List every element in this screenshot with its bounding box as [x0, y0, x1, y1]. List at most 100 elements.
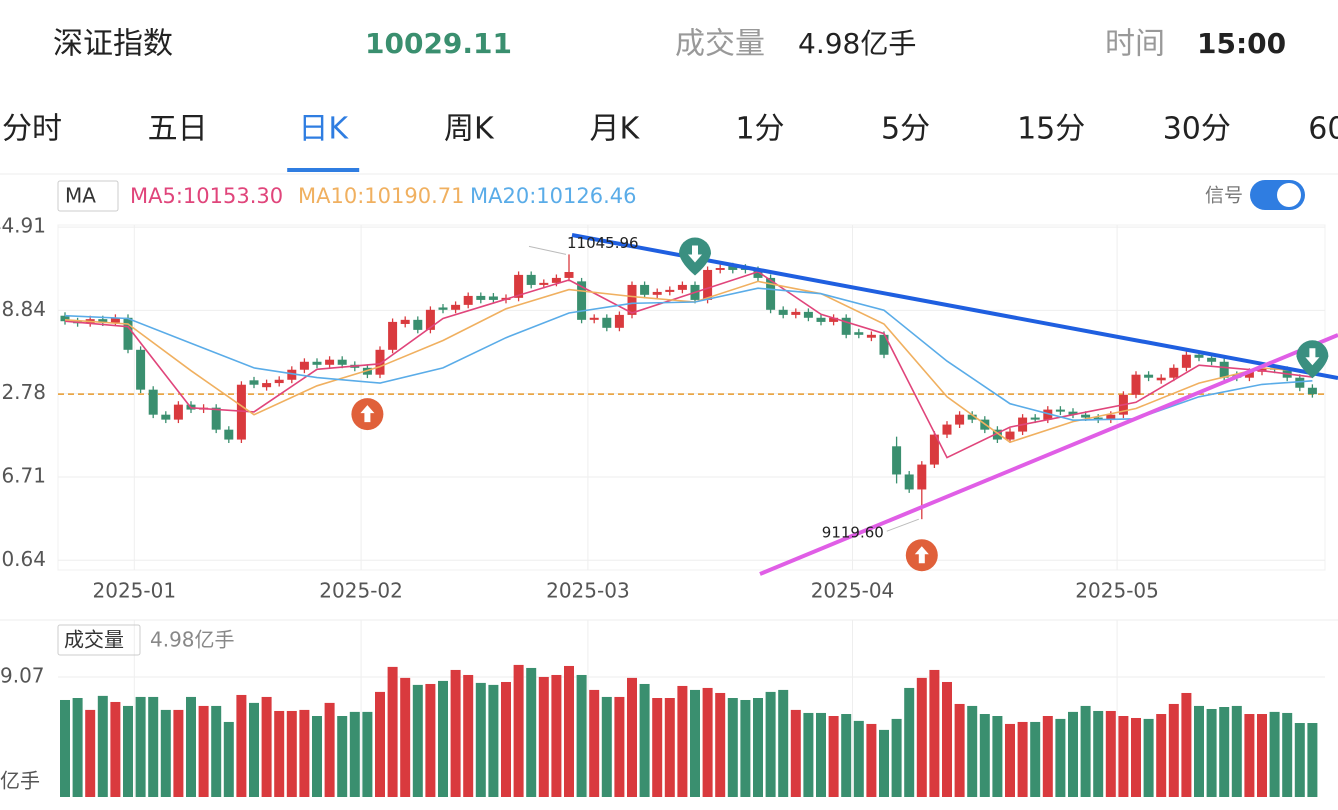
candle-body	[652, 291, 662, 295]
candle-body	[917, 464, 927, 490]
candle-body	[98, 319, 108, 323]
candle-body	[249, 380, 259, 385]
volume-bar	[1042, 716, 1053, 797]
volume-bar	[1219, 707, 1230, 797]
volume-bar	[614, 696, 625, 797]
y-tick-label: 10638.84	[0, 297, 46, 321]
candle-body	[161, 414, 171, 420]
volume-bar	[1257, 714, 1267, 797]
volume-bar	[488, 684, 499, 797]
y-tick-label: 10032.78	[0, 380, 46, 404]
candle-body	[312, 361, 322, 365]
candle-body	[514, 274, 524, 298]
volume-bar	[841, 714, 852, 797]
candle-body	[1081, 414, 1091, 418]
plot-area: 11244.91 10638.84 10032.78 9426.71 8820.64 20…	[0, 214, 1338, 797]
volume-bar	[1181, 692, 1192, 797]
candle-body	[60, 315, 70, 322]
candle-body	[488, 296, 498, 300]
candle-body	[526, 274, 536, 285]
candle-body	[299, 361, 309, 370]
candle-body	[173, 404, 183, 420]
candle-body	[967, 414, 977, 420]
tab[interactable]: 分时	[2, 112, 62, 147]
volume-subtitle: 4.98亿手	[150, 628, 235, 652]
tab[interactable]: 月K	[590, 112, 641, 147]
volume-bar	[362, 711, 373, 797]
candle-body	[1131, 374, 1141, 395]
legend-entry: MA5:10153.30	[130, 184, 283, 208]
volume-bar	[85, 709, 96, 797]
tab[interactable]: 60分	[1308, 112, 1338, 147]
volume-bar	[1068, 711, 1078, 797]
candle-body	[766, 277, 776, 310]
candle-body	[262, 383, 272, 388]
low-label: 9119.60	[822, 524, 884, 542]
tab[interactable]: 周K	[444, 112, 495, 147]
volume-bar	[929, 669, 940, 797]
volume-bar	[72, 698, 83, 797]
toggle-knob	[1277, 183, 1301, 207]
candle-body	[539, 282, 549, 285]
tab[interactable]: 1分	[735, 112, 784, 147]
volume-bar	[1131, 717, 1141, 797]
volume-bar	[1005, 723, 1015, 797]
volume-bar	[148, 696, 159, 797]
volume-bar	[400, 677, 411, 797]
candle-body	[1144, 374, 1154, 378]
candle-body	[866, 334, 876, 338]
plot-frame	[57, 224, 1326, 571]
volume-bar	[866, 723, 877, 797]
volume-bar	[274, 710, 285, 797]
candle-body	[236, 384, 246, 440]
volume-bar	[1080, 705, 1091, 797]
volume-bar	[1055, 718, 1066, 797]
tab[interactable]: 5分	[881, 112, 930, 147]
candle-body	[1068, 411, 1078, 415]
candle-body	[123, 317, 133, 350]
volume-bar	[1093, 710, 1104, 797]
tab[interactable]: 30分	[1163, 112, 1231, 147]
candle-body	[589, 317, 599, 320]
x-tick-label: 2025-05	[1075, 579, 1159, 603]
volume-bar	[412, 684, 423, 797]
candle-body	[425, 309, 435, 330]
candle-body	[1169, 367, 1179, 378]
candle-body	[841, 317, 851, 335]
header: 深证指数 10029.11 成交量 4.98亿手 时间 15:00	[53, 27, 1286, 62]
candle-body	[929, 434, 939, 465]
y-tick-label: 8820.64	[0, 547, 46, 571]
volume-bar	[727, 698, 738, 797]
tab-bar: 分时 五日 日K 周K 月K 1分 5分 15分 30分 60分	[2, 112, 1338, 172]
candle-body	[1005, 431, 1015, 440]
volume-bar	[463, 674, 474, 797]
volume-bar	[627, 677, 637, 797]
tab[interactable]: 日K	[298, 112, 349, 147]
volume-bar	[1118, 716, 1129, 797]
volume-bar	[286, 710, 297, 797]
volume-bar	[576, 674, 587, 797]
x-tick-label: 2025-01	[93, 579, 177, 603]
volume-bar	[664, 698, 675, 797]
tab[interactable]: 五日	[148, 112, 208, 147]
volume-bar	[198, 705, 209, 797]
volume-bar	[765, 691, 776, 797]
volume-bar	[475, 682, 486, 797]
candle-body	[451, 304, 461, 310]
volume-bar	[677, 685, 688, 797]
volume-bar	[438, 680, 448, 797]
volume-bar	[564, 665, 574, 797]
candle-body	[337, 359, 347, 365]
legend: MA 信号	[57, 180, 1305, 212]
signal-up	[905, 539, 938, 572]
volume-bar	[450, 669, 461, 797]
volume-bar	[425, 683, 436, 797]
volume-bar	[387, 666, 398, 797]
volume-bar	[324, 702, 335, 797]
signal-label: 信号	[1205, 185, 1243, 207]
volume-bar	[1231, 705, 1242, 797]
ma-box	[57, 180, 119, 212]
y-tick-label: 11244.91	[0, 214, 46, 238]
tab[interactable]: 15分	[1017, 112, 1085, 147]
